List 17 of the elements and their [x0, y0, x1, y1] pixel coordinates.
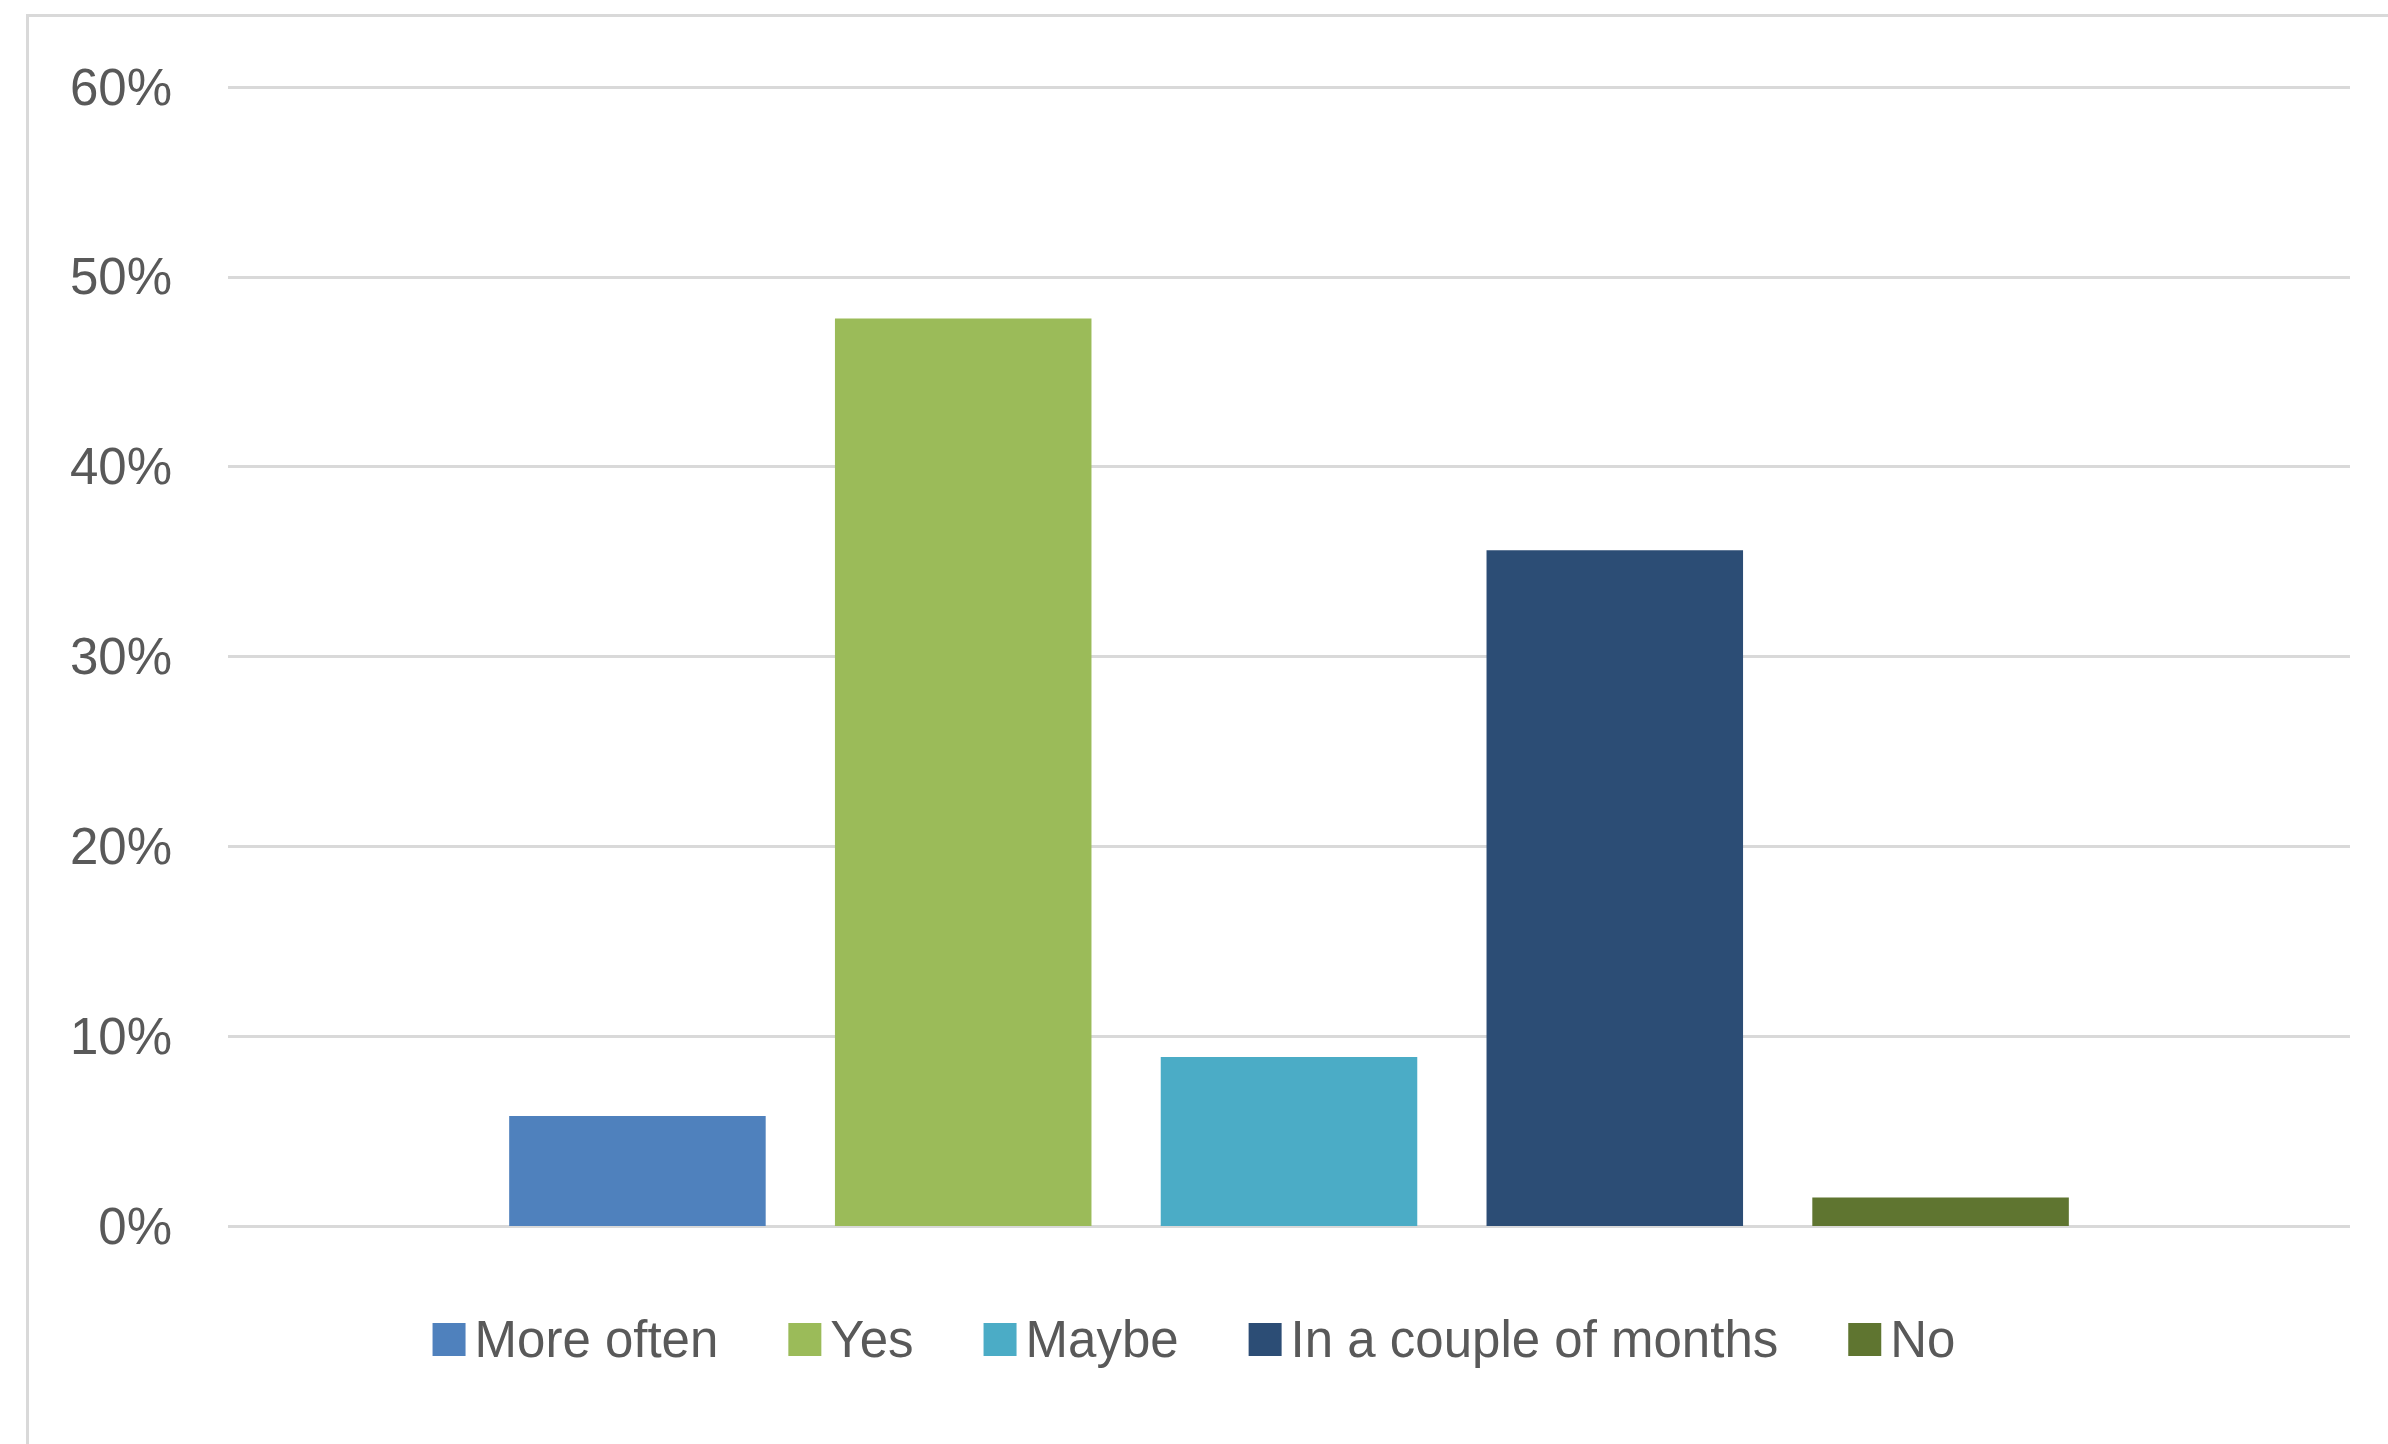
legend-label: No — [1890, 1311, 1956, 1368]
bar — [1812, 1197, 2069, 1226]
y-tick-label: 10% — [69, 1007, 172, 1065]
legend-label: Maybe — [1025, 1311, 1179, 1368]
bar — [509, 1115, 766, 1226]
legend-label: More often — [474, 1311, 719, 1368]
y-tick-label: 60% — [69, 58, 172, 116]
y-tick-label: 20% — [69, 817, 172, 875]
legend-label: Yes — [830, 1311, 914, 1368]
bar — [1486, 550, 1744, 1226]
bar — [834, 318, 1092, 1226]
legend-label: In a couple of months — [1290, 1311, 1779, 1368]
y-tick-label: 50% — [69, 248, 172, 306]
y-tick-label: 30% — [69, 628, 172, 685]
y-tick-label: 0% — [98, 1197, 172, 1255]
bar — [1160, 1057, 1418, 1226]
y-tick-label: 40% — [69, 438, 172, 496]
